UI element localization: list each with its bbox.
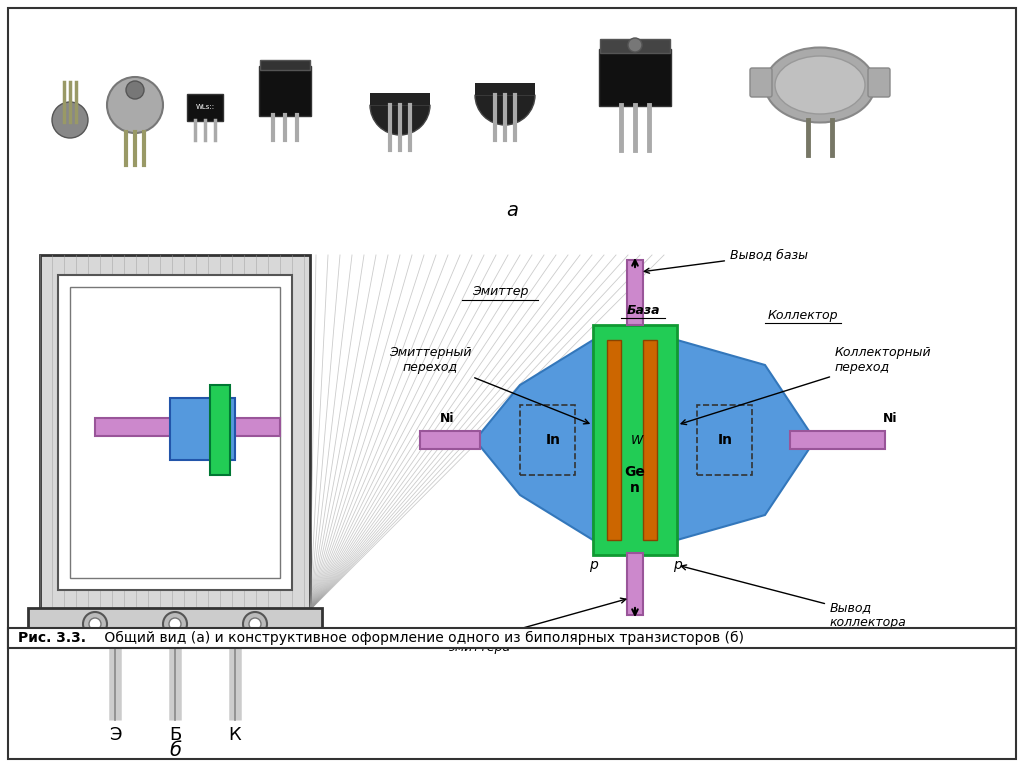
Circle shape bbox=[628, 38, 642, 52]
Text: К: К bbox=[228, 726, 242, 744]
Circle shape bbox=[249, 618, 261, 630]
Text: Коллекторный
переход: Коллекторный переход bbox=[681, 346, 932, 425]
Circle shape bbox=[89, 618, 101, 630]
FancyBboxPatch shape bbox=[40, 255, 310, 610]
Text: p: p bbox=[673, 558, 681, 572]
FancyBboxPatch shape bbox=[259, 66, 311, 116]
Wedge shape bbox=[475, 95, 535, 125]
Text: Общий вид (а) и конструктивное оформление одного из биполярных транзисторов (б): Общий вид (а) и конструктивное оформлени… bbox=[100, 631, 744, 645]
FancyBboxPatch shape bbox=[58, 275, 292, 590]
Text: Ni: Ni bbox=[439, 412, 455, 424]
FancyBboxPatch shape bbox=[643, 340, 657, 540]
FancyBboxPatch shape bbox=[868, 68, 890, 97]
FancyBboxPatch shape bbox=[28, 608, 322, 640]
Text: In: In bbox=[546, 433, 560, 447]
FancyBboxPatch shape bbox=[8, 628, 1016, 648]
FancyBboxPatch shape bbox=[600, 39, 670, 53]
Circle shape bbox=[169, 618, 181, 630]
Circle shape bbox=[126, 81, 144, 99]
Circle shape bbox=[106, 77, 163, 133]
Text: Вывод
эмиттера: Вывод эмиттера bbox=[449, 598, 626, 654]
FancyBboxPatch shape bbox=[260, 60, 310, 70]
Text: In: In bbox=[718, 433, 732, 447]
FancyBboxPatch shape bbox=[790, 431, 885, 449]
FancyBboxPatch shape bbox=[187, 94, 223, 121]
Circle shape bbox=[52, 102, 88, 138]
FancyBboxPatch shape bbox=[475, 83, 535, 95]
Polygon shape bbox=[475, 340, 593, 540]
Text: WLs::: WLs:: bbox=[196, 104, 215, 110]
Text: Коллектор: Коллектор bbox=[768, 308, 839, 321]
Text: Б: Б bbox=[169, 726, 181, 744]
FancyBboxPatch shape bbox=[8, 8, 1016, 759]
Circle shape bbox=[243, 612, 267, 636]
Circle shape bbox=[83, 612, 106, 636]
Text: W: W bbox=[631, 433, 643, 446]
Text: а: а bbox=[506, 200, 518, 219]
Text: Эмиттер: Эмиттер bbox=[472, 285, 528, 298]
Text: Вывод базы: Вывод базы bbox=[644, 249, 808, 273]
Ellipse shape bbox=[765, 48, 874, 123]
Text: Рис. 3.3.: Рис. 3.3. bbox=[18, 631, 86, 645]
Text: Эмиттерный
переход: Эмиттерный переход bbox=[389, 346, 589, 424]
Text: Вывод
коллектора: Вывод коллектора bbox=[681, 565, 906, 629]
Text: Э: Э bbox=[109, 726, 121, 744]
FancyBboxPatch shape bbox=[607, 340, 621, 540]
Circle shape bbox=[163, 612, 187, 636]
Text: Ge
n: Ge n bbox=[625, 465, 645, 495]
FancyBboxPatch shape bbox=[627, 553, 643, 615]
Text: p: p bbox=[589, 558, 597, 572]
FancyBboxPatch shape bbox=[750, 68, 772, 97]
FancyBboxPatch shape bbox=[210, 385, 230, 475]
FancyBboxPatch shape bbox=[420, 431, 480, 449]
Text: б: б bbox=[169, 740, 181, 759]
FancyBboxPatch shape bbox=[627, 260, 643, 325]
FancyBboxPatch shape bbox=[370, 93, 430, 105]
FancyBboxPatch shape bbox=[599, 49, 671, 106]
Text: База: База bbox=[627, 304, 659, 317]
Polygon shape bbox=[677, 340, 815, 540]
Wedge shape bbox=[370, 105, 430, 135]
FancyBboxPatch shape bbox=[95, 418, 280, 436]
Text: Ni: Ni bbox=[883, 412, 897, 424]
FancyBboxPatch shape bbox=[70, 287, 280, 578]
Ellipse shape bbox=[775, 56, 865, 114]
FancyBboxPatch shape bbox=[593, 325, 677, 555]
FancyBboxPatch shape bbox=[170, 398, 234, 460]
